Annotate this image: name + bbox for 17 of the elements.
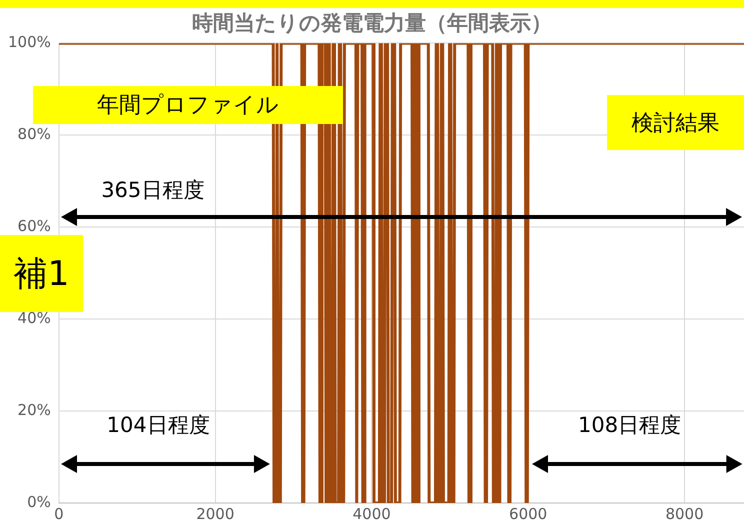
callout-box: 検討結果 <box>607 95 744 150</box>
y-tick-label: 0% <box>27 492 51 511</box>
x-tick-label: 8000 <box>665 504 704 523</box>
annotation: 104日程度 <box>106 412 210 439</box>
x-tick-label: 2000 <box>196 504 234 523</box>
annotation: 365日程度 <box>101 177 204 204</box>
callout-box: 年間プロファイル <box>33 86 343 124</box>
x-tick-label: 0 <box>54 504 64 523</box>
y-tick-label: 60% <box>18 217 51 236</box>
x-tick-label: 4000 <box>352 504 391 523</box>
annotation: 108日程度 <box>578 412 682 439</box>
chart-title: 時間当たりの発電電力量（年間表示） <box>192 11 552 36</box>
y-tick-label: 80% <box>18 125 51 144</box>
y-tick-label: 100% <box>8 33 51 52</box>
callout-box: 補1 <box>0 235 83 312</box>
y-tick-label: 20% <box>18 400 51 419</box>
x-tick-label: 6000 <box>509 504 548 523</box>
